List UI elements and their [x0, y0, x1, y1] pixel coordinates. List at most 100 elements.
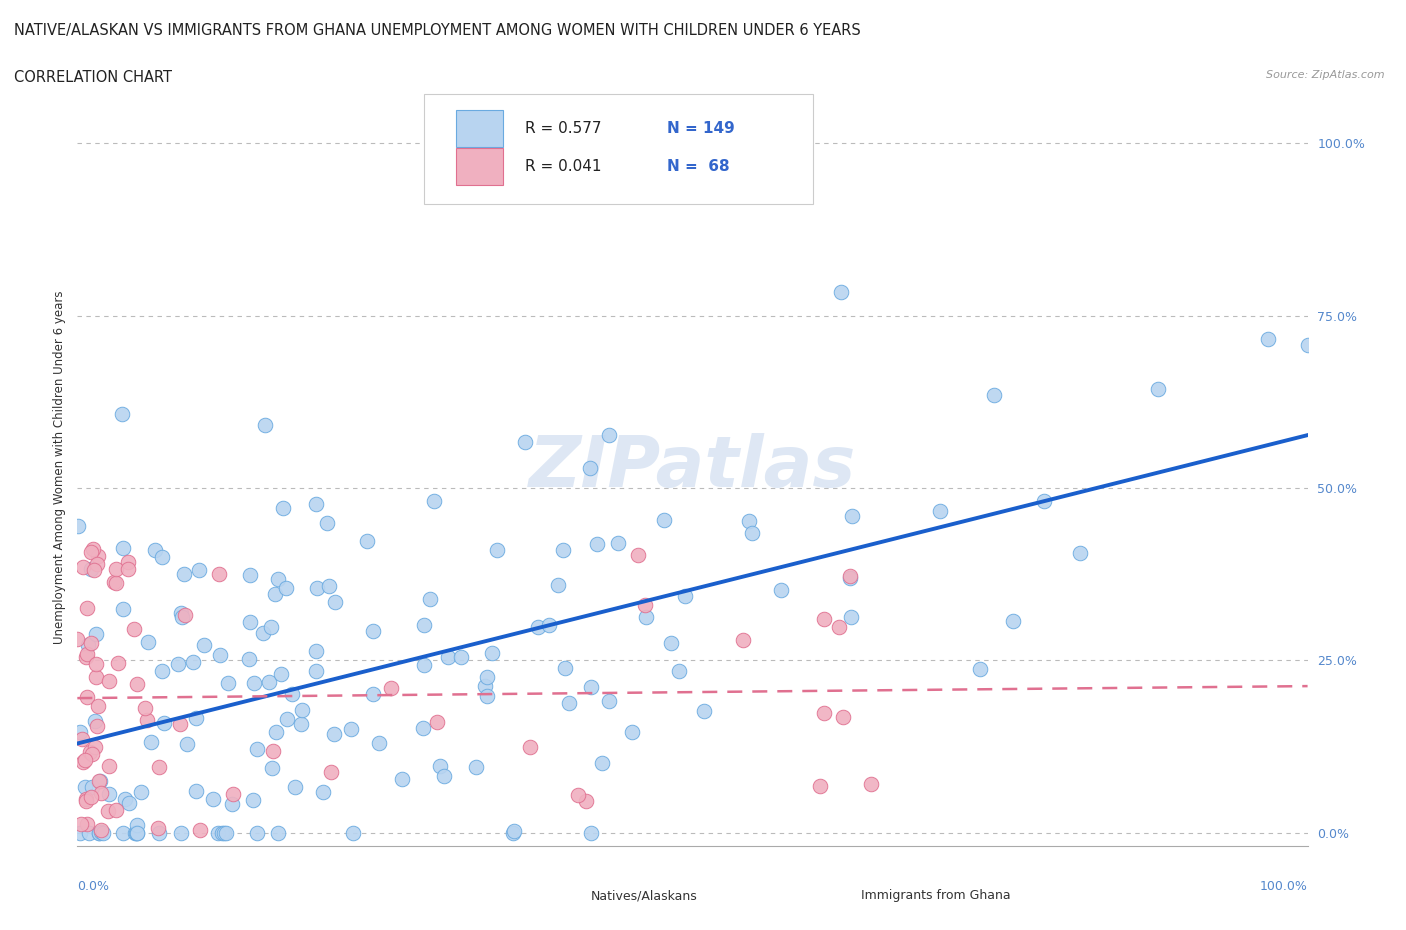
Point	[87, 825, 110, 840]
Point	[148, 825, 170, 840]
Point	[267, 571, 290, 586]
Point	[90, 786, 112, 801]
Point	[136, 634, 159, 649]
Point	[969, 661, 991, 676]
Bar	[457, 148, 503, 185]
Point	[87, 549, 110, 564]
Point	[239, 615, 262, 630]
Point	[311, 785, 333, 800]
Point	[80, 545, 103, 560]
Point	[474, 679, 496, 694]
Point	[1032, 494, 1054, 509]
Point	[97, 674, 120, 689]
Text: N =  68: N = 68	[666, 159, 730, 174]
Point	[135, 712, 157, 727]
Point	[84, 627, 107, 642]
Point	[423, 494, 446, 509]
Point	[839, 568, 862, 583]
Point	[181, 655, 204, 670]
Point	[84, 740, 107, 755]
Point	[554, 660, 576, 675]
Point	[567, 788, 589, 803]
Point	[104, 562, 127, 577]
Text: R = 0.041: R = 0.041	[526, 159, 602, 174]
Point	[356, 534, 378, 549]
Point	[659, 635, 682, 650]
Point	[86, 557, 108, 572]
Point	[202, 791, 225, 806]
Point	[169, 716, 191, 731]
Point	[436, 649, 458, 664]
Point	[264, 587, 287, 602]
Point	[813, 611, 835, 626]
Point	[69, 724, 91, 739]
Point	[652, 513, 675, 528]
Point	[361, 686, 384, 701]
Point	[733, 633, 755, 648]
Point	[290, 717, 312, 732]
Point	[125, 817, 148, 832]
Point	[122, 621, 145, 636]
Text: 100.0%: 100.0%	[1260, 881, 1308, 894]
Point	[104, 803, 127, 817]
Point	[124, 825, 146, 840]
Text: N = 149: N = 149	[666, 121, 734, 136]
Point	[270, 667, 292, 682]
Text: Source: ZipAtlas.com: Source: ZipAtlas.com	[1267, 70, 1385, 80]
Point	[84, 713, 107, 728]
Point	[77, 825, 100, 840]
Point	[260, 619, 283, 634]
Point	[361, 624, 384, 639]
Point	[173, 608, 195, 623]
Text: CORRELATION CHART: CORRELATION CHART	[14, 70, 172, 85]
Point	[413, 618, 436, 632]
Point	[319, 764, 342, 779]
Point	[97, 787, 120, 802]
Point	[107, 656, 129, 671]
Point	[579, 825, 602, 840]
Point	[217, 676, 239, 691]
Point	[342, 825, 364, 840]
Point	[668, 663, 690, 678]
Point	[276, 711, 298, 726]
Point	[579, 460, 602, 475]
Point	[627, 547, 650, 562]
Point	[830, 285, 852, 299]
Point	[76, 601, 98, 616]
Point	[586, 537, 609, 551]
Point	[170, 609, 193, 624]
Point	[97, 804, 120, 818]
Point	[77, 637, 100, 652]
Point	[75, 791, 97, 806]
Point	[929, 503, 952, 518]
Point	[117, 562, 139, 577]
Point	[146, 820, 169, 835]
Point	[581, 680, 603, 695]
Point	[150, 663, 173, 678]
Point	[738, 513, 761, 528]
Point	[246, 825, 269, 840]
Point	[170, 825, 193, 840]
Point	[828, 619, 851, 634]
Point	[675, 588, 697, 603]
Point	[502, 825, 524, 840]
Point	[433, 768, 456, 783]
Point	[243, 675, 266, 690]
Point	[86, 718, 108, 733]
Point	[860, 777, 883, 791]
Point	[770, 583, 793, 598]
Point	[598, 694, 620, 709]
Point	[141, 735, 163, 750]
Point	[211, 825, 233, 840]
Point	[72, 560, 94, 575]
Point	[90, 822, 112, 837]
Point	[254, 418, 277, 432]
Bar	[815, 884, 846, 907]
Point	[221, 796, 243, 811]
Text: Natives/Alaskans: Natives/Alaskans	[591, 889, 697, 902]
Point	[110, 406, 132, 421]
Point	[266, 724, 288, 739]
Point	[481, 645, 503, 660]
Bar	[457, 111, 503, 147]
Point	[66, 631, 89, 646]
